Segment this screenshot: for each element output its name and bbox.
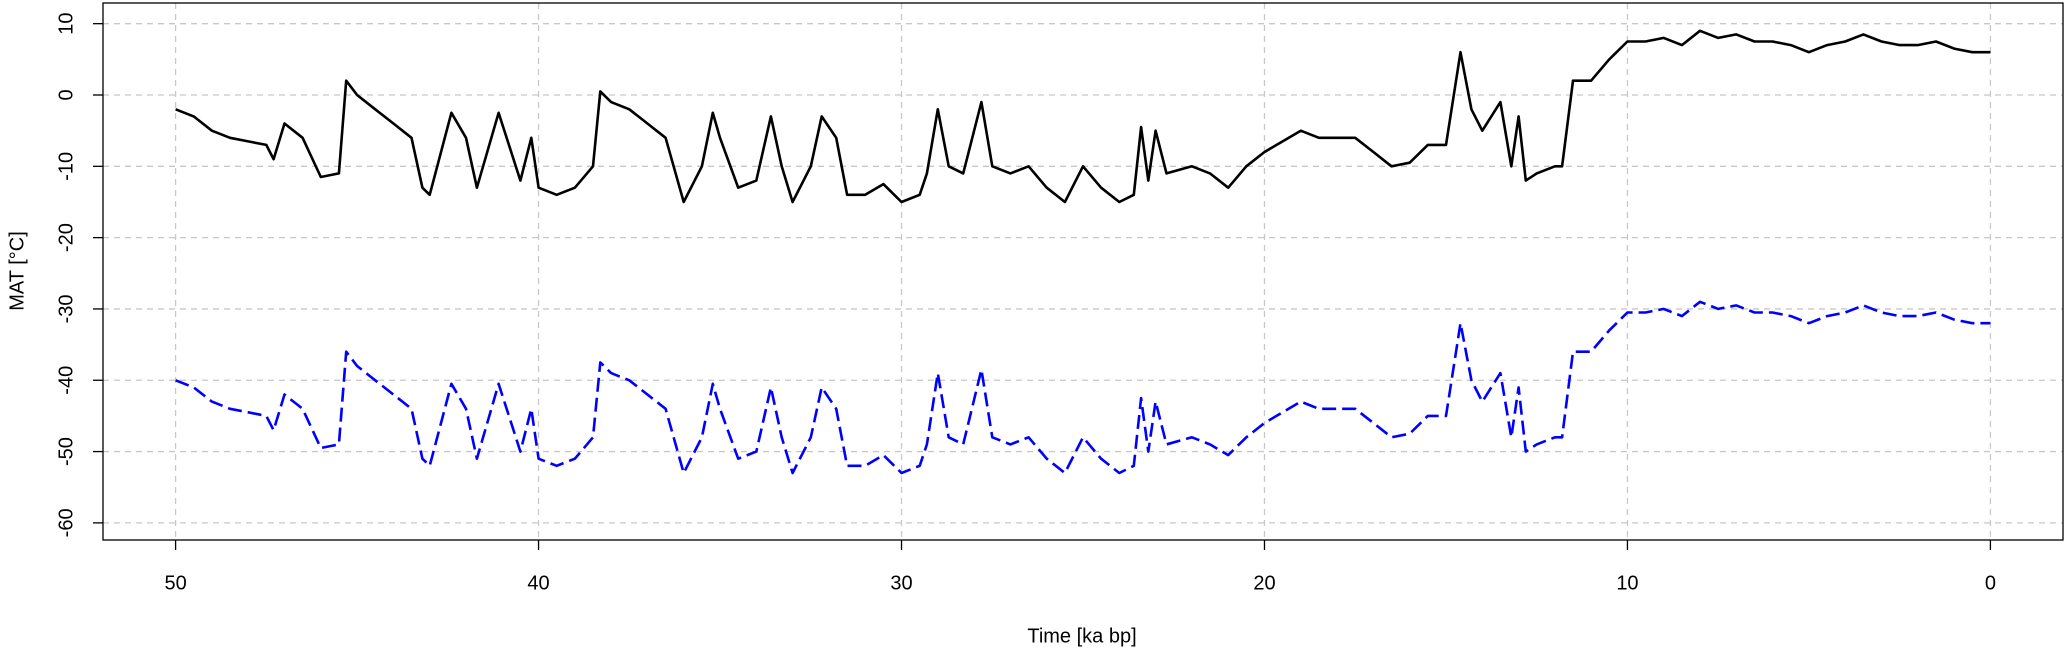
x-tick-label: 30 <box>890 572 912 594</box>
x-tick-label: 0 <box>1985 572 1996 594</box>
x-tick-label: 10 <box>1616 572 1638 594</box>
x-tick-label: 20 <box>1253 572 1275 594</box>
y-axis-label: MAT [°C] <box>6 231 28 310</box>
y-tick-label: -60 <box>55 508 77 537</box>
x-axis-label: Time [ka bp] <box>1027 625 1136 647</box>
series-line <box>175 300 1991 475</box>
y-tick-label: -30 <box>55 294 77 323</box>
y-tick-label: -10 <box>55 152 77 181</box>
plot-frame <box>102 2 2064 541</box>
x-tick-label: 40 <box>527 572 549 594</box>
y-tick-label: -40 <box>55 366 77 395</box>
series-line <box>175 29 1991 204</box>
y-tick-label: 0 <box>55 89 77 100</box>
y-tick-label: -50 <box>55 437 77 466</box>
y-tick-label: -20 <box>55 223 77 252</box>
y-tick-label: 10 <box>55 13 77 35</box>
x-tick-label: 50 <box>164 572 186 594</box>
